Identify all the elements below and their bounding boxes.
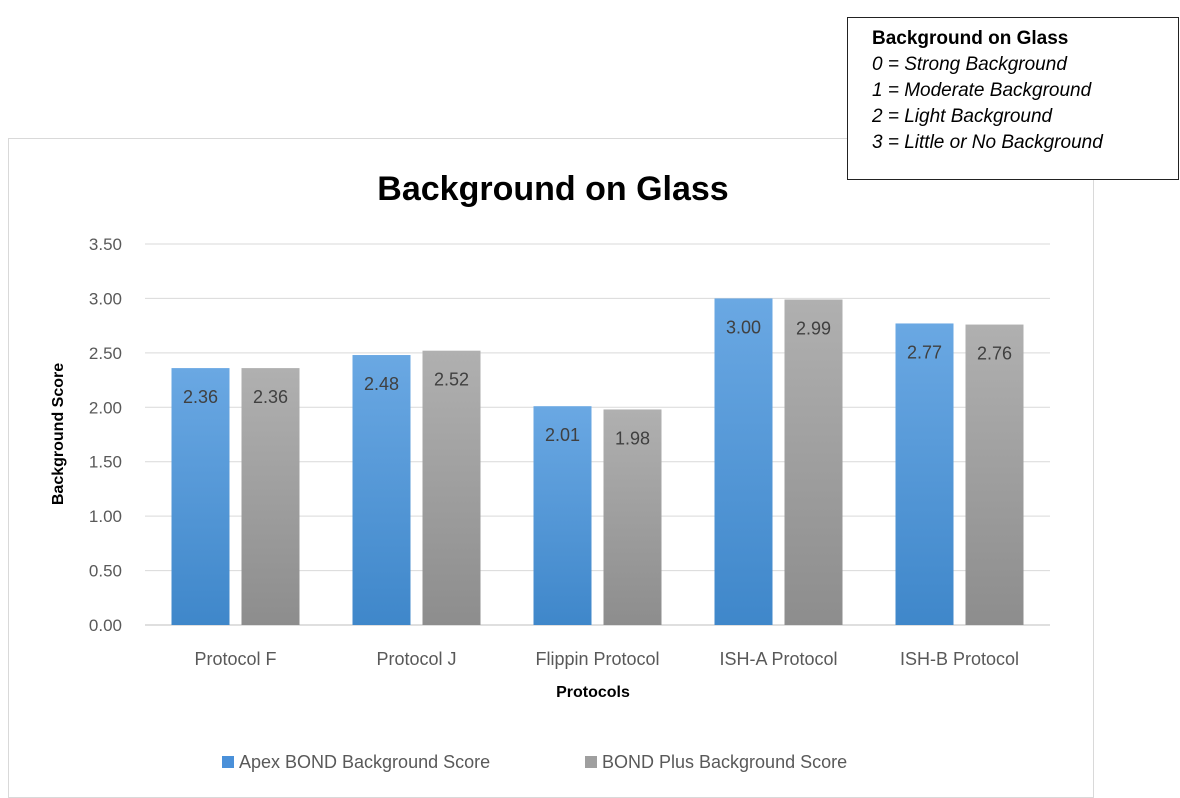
y-tick-label: 0.00 — [89, 616, 122, 635]
bar — [352, 355, 411, 625]
bar — [241, 368, 300, 625]
y-tick-label: 3.00 — [89, 289, 122, 308]
y-tick-label: 0.50 — [89, 562, 122, 581]
data-label: 2.76 — [977, 344, 1012, 364]
note-line: 2 = Light Background — [872, 106, 1053, 127]
x-tick-label: Flippin Protocol — [535, 649, 659, 669]
data-label: 3.00 — [726, 317, 761, 337]
note-line: 3 = Little or No Background — [872, 132, 1103, 153]
data-label: 2.77 — [907, 342, 942, 362]
y-tick-label: 2.50 — [89, 344, 122, 363]
bar — [533, 406, 592, 625]
x-tick-label: ISH-A Protocol — [719, 649, 837, 669]
y-tick-label: 2.00 — [89, 398, 122, 417]
bar — [895, 323, 954, 625]
legend-swatch — [222, 756, 234, 768]
x-axis-label: Protocols — [556, 684, 630, 701]
legend-note-box: Background on Glass 0 = Strong Backgroun… — [847, 17, 1179, 180]
chart-title: Background on Glass — [377, 170, 728, 208]
note-line: 0 = Strong Background — [872, 54, 1067, 75]
bar — [171, 368, 230, 625]
y-tick-label: 1.00 — [89, 507, 122, 526]
data-label: 1.98 — [615, 428, 650, 448]
legend-label: Apex BOND Background Score — [239, 752, 490, 772]
legend-swatch — [585, 756, 597, 768]
data-label: 2.01 — [545, 425, 580, 445]
x-tick-label: ISH-B Protocol — [900, 649, 1019, 669]
data-label: 2.36 — [183, 387, 218, 407]
data-label: 2.48 — [364, 374, 399, 394]
data-label: 2.99 — [796, 319, 831, 339]
x-tick-label: Protocol F — [194, 649, 276, 669]
data-label: 2.52 — [434, 370, 469, 390]
x-tick-label: Protocol J — [376, 649, 456, 669]
y-axis-label: Background Score — [50, 363, 67, 505]
legend-label: BOND Plus Background Score — [602, 752, 847, 772]
bar — [714, 298, 773, 625]
note-line: 1 = Moderate Background — [872, 80, 1092, 101]
y-tick-label: 3.50 — [89, 235, 122, 254]
bar — [422, 350, 481, 625]
note-title: Background on Glass — [872, 28, 1069, 49]
bar — [965, 324, 1024, 625]
bar — [603, 409, 662, 625]
bar — [784, 299, 843, 625]
data-label: 2.36 — [253, 387, 288, 407]
y-tick-label: 1.50 — [89, 453, 122, 472]
